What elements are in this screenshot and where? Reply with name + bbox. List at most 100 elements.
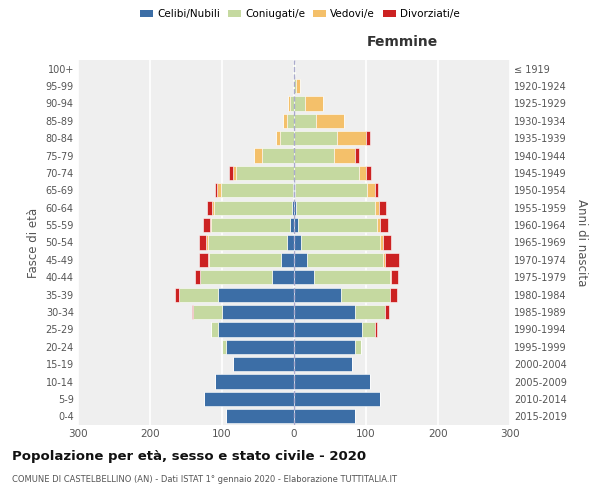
Bar	[294, 340, 355, 354]
Bar	[194, 270, 200, 284]
Bar	[288, 96, 290, 110]
Bar	[307, 253, 383, 267]
Bar	[298, 218, 377, 232]
Bar	[390, 288, 397, 302]
Bar	[206, 236, 208, 250]
Bar	[383, 253, 385, 267]
Bar	[362, 322, 376, 336]
Bar	[376, 322, 377, 336]
Bar	[208, 236, 287, 250]
Bar	[294, 374, 370, 388]
Bar	[385, 305, 389, 319]
Bar	[200, 270, 272, 284]
Bar	[376, 200, 379, 215]
Bar	[276, 131, 280, 146]
Bar	[294, 392, 380, 406]
Text: COMUNE DI CASTELBELLINO (AN) - Dati ISTAT 1° gennaio 2020 - Elaborazione TUTTITA: COMUNE DI CASTELBELLINO (AN) - Dati ISTA…	[12, 475, 397, 484]
Bar	[294, 96, 305, 110]
Bar	[221, 183, 293, 198]
Bar	[218, 322, 294, 336]
Bar	[294, 79, 296, 93]
Bar	[294, 305, 355, 319]
Bar	[341, 288, 390, 302]
Bar	[211, 322, 218, 336]
Bar	[390, 270, 391, 284]
Bar	[334, 148, 355, 162]
Bar	[366, 131, 370, 146]
Bar	[233, 166, 236, 180]
Bar	[212, 200, 214, 215]
Bar	[210, 218, 211, 232]
Bar	[217, 183, 221, 198]
Bar	[203, 218, 210, 232]
Bar	[374, 183, 378, 198]
Bar	[175, 288, 179, 302]
Bar	[294, 218, 298, 232]
Bar	[199, 236, 206, 250]
Bar	[294, 114, 316, 128]
Bar	[209, 253, 281, 267]
Bar	[355, 340, 361, 354]
Bar	[211, 218, 290, 232]
Bar	[305, 96, 323, 110]
Bar	[294, 253, 307, 267]
Bar	[366, 166, 371, 180]
Bar	[385, 253, 399, 267]
Bar	[229, 166, 233, 180]
Bar	[294, 166, 359, 180]
Bar	[294, 236, 301, 250]
Bar	[293, 62, 294, 76]
Bar	[301, 236, 380, 250]
Bar	[226, 409, 294, 424]
Bar	[222, 305, 294, 319]
Bar	[207, 200, 212, 215]
Bar	[215, 183, 217, 198]
Bar	[233, 357, 294, 372]
Bar	[281, 253, 294, 267]
Bar	[355, 305, 385, 319]
Bar	[262, 148, 294, 162]
Bar	[218, 288, 294, 302]
Bar	[294, 183, 295, 198]
Bar	[283, 114, 287, 128]
Bar	[199, 253, 208, 267]
Bar	[179, 288, 218, 302]
Bar	[377, 218, 380, 232]
Bar	[280, 131, 294, 146]
Bar	[294, 62, 295, 76]
Bar	[383, 236, 391, 250]
Bar	[294, 288, 341, 302]
Bar	[287, 236, 294, 250]
Bar	[294, 131, 337, 146]
Bar	[391, 270, 398, 284]
Bar	[294, 322, 362, 336]
Bar	[290, 96, 294, 110]
Bar	[292, 200, 294, 215]
Bar	[355, 148, 359, 162]
Bar	[380, 236, 383, 250]
Bar	[287, 114, 294, 128]
Bar	[337, 131, 366, 146]
Bar	[193, 305, 222, 319]
Bar	[293, 183, 294, 198]
Y-axis label: Fasce di età: Fasce di età	[27, 208, 40, 278]
Bar	[296, 200, 376, 215]
Bar	[294, 409, 355, 424]
Bar	[314, 270, 390, 284]
Bar	[215, 374, 294, 388]
Text: Femmine: Femmine	[367, 35, 437, 49]
Bar	[290, 218, 294, 232]
Bar	[272, 270, 294, 284]
Bar	[294, 357, 352, 372]
Legend: Celibi/Nubili, Coniugati/e, Vedovi/e, Divorziati/e: Celibi/Nubili, Coniugati/e, Vedovi/e, Di…	[136, 5, 464, 24]
Bar	[222, 340, 226, 354]
Bar	[294, 270, 314, 284]
Bar	[226, 340, 294, 354]
Bar	[214, 200, 292, 215]
Bar	[192, 305, 193, 319]
Bar	[367, 183, 374, 198]
Bar	[293, 79, 294, 93]
Bar	[380, 218, 388, 232]
Y-axis label: Anni di nascita: Anni di nascita	[575, 199, 588, 286]
Bar	[296, 79, 300, 93]
